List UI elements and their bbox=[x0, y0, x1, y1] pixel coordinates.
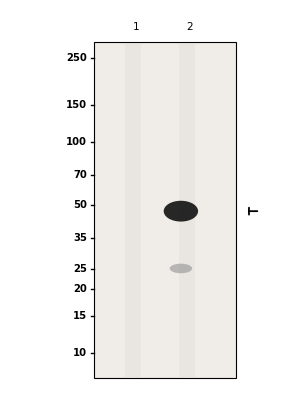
Text: 2: 2 bbox=[187, 22, 193, 32]
Text: 50: 50 bbox=[73, 200, 87, 210]
Ellipse shape bbox=[170, 264, 192, 273]
Text: 1: 1 bbox=[133, 22, 139, 32]
Text: 250: 250 bbox=[66, 53, 87, 63]
Ellipse shape bbox=[164, 201, 198, 222]
Text: 15: 15 bbox=[73, 311, 87, 321]
Text: 100: 100 bbox=[66, 137, 87, 147]
Text: 20: 20 bbox=[73, 284, 87, 294]
Text: 70: 70 bbox=[73, 170, 87, 180]
Bar bbox=[94, 42, 236, 378]
Text: 25: 25 bbox=[73, 264, 87, 274]
Bar bbox=[125, 43, 141, 377]
Bar bbox=[179, 43, 195, 377]
Text: 150: 150 bbox=[66, 100, 87, 110]
Text: 10: 10 bbox=[73, 348, 87, 358]
Text: 35: 35 bbox=[73, 233, 87, 243]
